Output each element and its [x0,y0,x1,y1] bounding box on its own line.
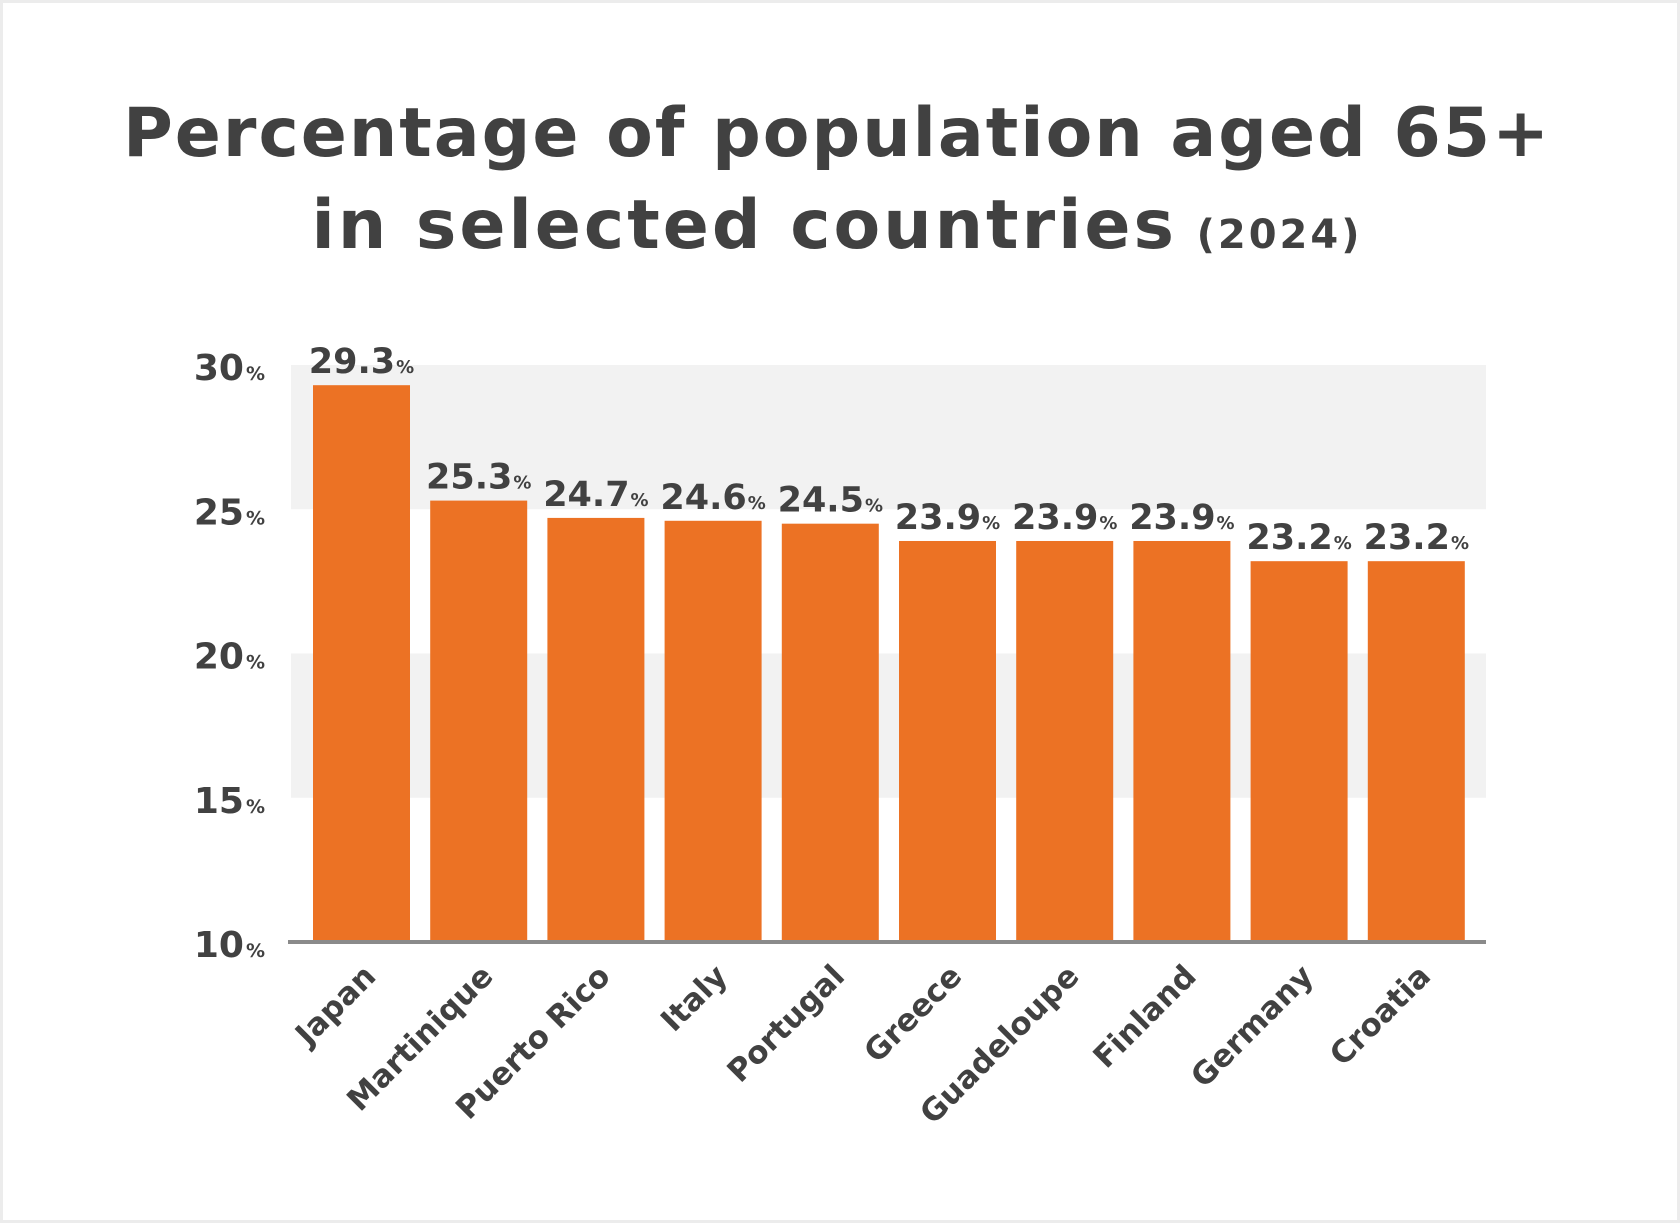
x-tick-label: Germany [1184,958,1321,1095]
x-tick-label: Italy [654,958,735,1039]
chart-title-line2: in selected countries (2024) [312,186,1363,265]
value-label: 24.7% [543,475,648,515]
y-tick-label: 25% [194,492,265,533]
value-labels: 29.3% 25.3% 24.7% 24.6% 24.5% 23.9% 23.9% 23.9%… [309,342,1469,558]
value-label: 23.2% [1246,518,1351,558]
value-label: 23.2% [1364,518,1469,558]
chart: Percentage of population aged 65+ in sel… [123,94,1551,1131]
x-tick-label: Finland [1086,958,1203,1075]
value-label: 23.9% [895,498,1000,538]
x-tick-label: Japan [287,958,383,1054]
bar [1250,561,1348,942]
value-label: 29.3% [309,342,414,382]
y-tick-label: 10% [194,925,265,966]
value-label: 24.5% [778,481,883,521]
x-tick-label: Croatia [1323,958,1438,1073]
bar [547,517,645,942]
chart-title-main: in selected countries [312,186,1178,265]
value-label: 23.9% [1129,498,1234,538]
y-axis: 30 % 25 % 20 % 15 % 10% [194,348,265,966]
bar [781,523,879,942]
bar [1367,561,1465,942]
bar [430,500,528,942]
chart-title-year: (2024) [1197,212,1363,258]
bar [313,385,410,942]
grid-band [291,365,1486,510]
x-tick-label: Portugal [720,958,851,1089]
chart-title-line1: Percentage of population aged 65+ [123,94,1551,173]
chart-frame: Percentage of population aged 65+ in sel… [3,3,1677,1220]
y-tick-label: 15% [194,781,265,822]
bar [899,540,996,942]
bar [1016,540,1114,942]
bars [313,385,1465,942]
bar [1133,540,1231,942]
y-tick-label: 20% [194,637,265,678]
x-tick-label: Greece [857,958,969,1070]
bar [664,520,762,942]
value-label: 24.6% [660,478,765,518]
value-label: 25.3% [426,458,531,498]
value-label: 23.9% [1012,498,1117,538]
y-tick-label: 30% [194,348,265,389]
